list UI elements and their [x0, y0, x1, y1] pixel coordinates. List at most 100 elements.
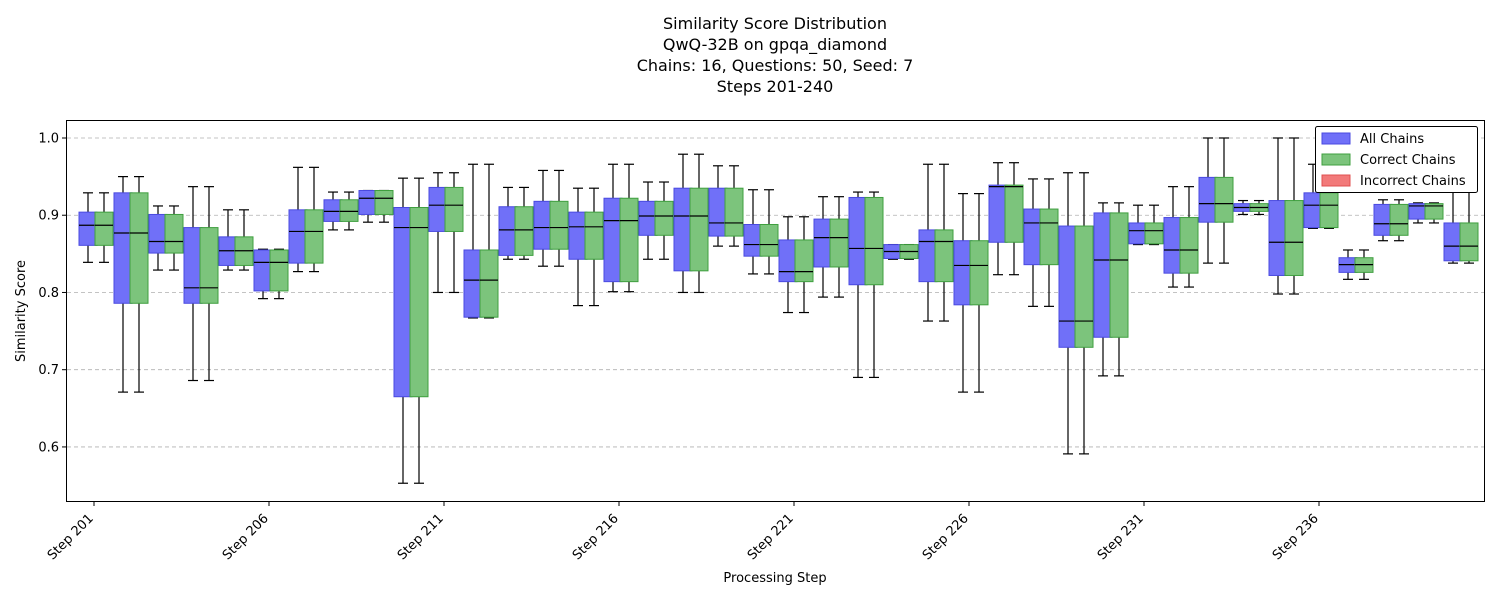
box-all-step-225: [918, 163, 938, 322]
y-axis: 0.6 0.7 0.8 0.9 1.0: [38, 131, 67, 455]
x-tick-label: Step 201: [45, 511, 97, 563]
box-iqr: [1268, 200, 1288, 276]
box-iqr: [1058, 225, 1078, 348]
box-correct-step-217: [654, 181, 674, 260]
box-correct-step-228: [1039, 178, 1059, 307]
box-correct-step-215: [584, 187, 604, 307]
y-tick-label: 0.8: [38, 286, 59, 301]
box-all-step-212: [463, 163, 483, 319]
box-iqr: [549, 200, 569, 250]
box-all-step-226: [953, 193, 973, 393]
box-all-step-229: [1058, 172, 1078, 455]
x-tick-label: Step 216: [570, 511, 622, 563]
box-all-step-203: [148, 205, 168, 271]
box-iqr: [743, 223, 763, 257]
box-iqr: [864, 196, 884, 286]
box-all-step-224: [883, 243, 903, 260]
box-iqr: [1074, 225, 1094, 348]
box-all-step-228: [1023, 178, 1043, 307]
box-all-step-236: [1303, 163, 1323, 229]
box-correct-step-234: [1249, 199, 1269, 216]
box-iqr: [848, 196, 868, 286]
box-correct-step-237: [1354, 249, 1374, 280]
box-correct-step-206: [269, 248, 289, 300]
box-iqr: [199, 227, 219, 304]
box-all-step-206: [253, 248, 273, 300]
box-correct-step-222: [829, 196, 849, 298]
box-iqr: [253, 249, 273, 292]
legend-label: Incorrect Chains: [1360, 174, 1466, 189]
y-tick-label: 0.6: [38, 440, 59, 455]
box-iqr: [1163, 217, 1183, 274]
box-correct-step-203: [164, 205, 184, 271]
box-iqr: [1443, 222, 1463, 262]
box-iqr: [1389, 203, 1409, 236]
box-correct-step-238: [1389, 199, 1409, 242]
box-all-step-219: [708, 165, 728, 247]
box-all-step-218: [673, 153, 693, 294]
box-iqr: [269, 249, 289, 292]
box-all-step-222: [813, 196, 833, 298]
box-series: [78, 137, 1479, 484]
box-iqr: [794, 239, 814, 283]
box-iqr: [148, 213, 168, 254]
box-all-step-215: [568, 187, 588, 307]
box-iqr: [1214, 176, 1234, 223]
box-correct-step-216: [619, 163, 639, 293]
box-iqr: [568, 211, 588, 260]
box-all-step-209: [358, 189, 378, 223]
box-correct-step-221: [794, 216, 814, 314]
x-tick-label: Step 221: [745, 511, 797, 563]
box-iqr: [1319, 192, 1339, 229]
box-all-step-202: [113, 176, 133, 393]
box-all-step-217: [638, 181, 658, 260]
box-iqr: [409, 207, 429, 398]
x-tick-label: Step 206: [220, 511, 272, 563]
box-iqr: [514, 206, 534, 256]
y-tick-label: 1.0: [38, 131, 59, 146]
box-iqr: [129, 192, 149, 304]
box-correct-step-202: [129, 176, 149, 393]
box-iqr: [1284, 200, 1304, 276]
box-correct-step-204: [199, 186, 219, 382]
box-iqr: [778, 239, 798, 283]
box-iqr: [479, 249, 499, 318]
box-iqr: [1109, 212, 1129, 338]
box-iqr: [969, 240, 989, 306]
box-correct-step-232: [1179, 186, 1199, 288]
box-all-step-214: [533, 169, 553, 267]
box-all-step-220: [743, 189, 763, 275]
box-iqr: [94, 211, 114, 246]
box-iqr: [183, 227, 203, 304]
box-correct-step-207: [304, 166, 324, 273]
box-iqr: [393, 207, 413, 398]
box-correct-step-219: [724, 165, 744, 247]
box-iqr: [1093, 212, 1113, 338]
box-correct-step-210: [409, 177, 429, 484]
box-iqr: [708, 187, 728, 237]
box-iqr: [444, 186, 464, 232]
box-correct-step-230: [1109, 202, 1129, 377]
box-iqr: [358, 190, 378, 215]
box-iqr: [339, 199, 359, 222]
box-iqr: [673, 187, 693, 272]
box-iqr: [533, 200, 553, 250]
box-iqr: [829, 218, 849, 268]
legend-swatch: [1321, 132, 1351, 145]
legend-frame: [1315, 126, 1478, 193]
box-iqr: [78, 211, 98, 246]
box-all-step-238: [1373, 199, 1393, 242]
box-iqr: [498, 206, 518, 256]
box-iqr: [1144, 222, 1164, 245]
box-iqr: [988, 184, 1008, 243]
box-correct-step-213: [514, 186, 534, 260]
chart-title: Similarity Score Distribution QwQ-32B on…: [637, 14, 914, 96]
box-all-step-233: [1198, 137, 1218, 264]
box-all-step-231: [1128, 204, 1148, 246]
box-iqr: [1039, 208, 1059, 266]
legend: All Chains Correct Chains Incorrect Chains: [1315, 126, 1478, 193]
box-all-step-239: [1408, 202, 1428, 224]
box-correct-step-212: [479, 163, 499, 319]
title-line-4: Steps 201-240: [717, 77, 834, 96]
